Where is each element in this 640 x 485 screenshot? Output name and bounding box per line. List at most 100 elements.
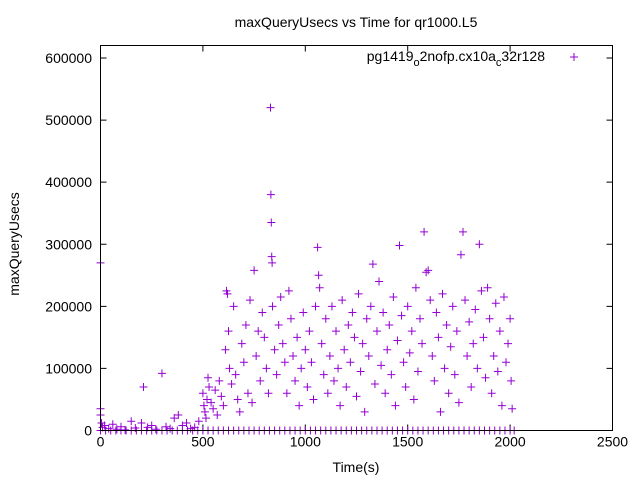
data-point [321,314,330,323]
data-point [502,358,511,367]
data-point [375,277,384,286]
data-point [209,404,218,413]
y-tick-label: 300000 [45,236,92,252]
x-tick-label: 1000 [290,434,321,450]
data-point [479,333,488,342]
data-point [223,289,232,298]
data-point [389,293,398,302]
data-point [284,286,293,295]
y-tick-label: 0 [84,423,92,439]
data-point [262,364,271,373]
data-point [268,258,277,267]
y-tick-label: 600000 [45,50,92,66]
data-point [422,268,431,277]
x-tick-label: 2500 [597,434,628,450]
data-point [391,401,400,410]
data-point [307,358,316,367]
axis-ticks: 0 500 1000 1500 2000 2500 0 100000 200000 300000 4… [45,45,628,450]
data-point [301,345,310,354]
data-point [395,241,404,250]
data-point [334,364,343,373]
data-point [237,339,246,348]
data-point [248,398,257,407]
data-point [344,320,353,329]
data-point [446,342,455,351]
data-point [364,352,373,360]
data-point [362,314,371,323]
data-point [477,286,486,295]
x-axis-label: Time(s) [333,459,380,475]
legend-label: pg1419o2nofp.cx10ac32r128 [367,48,545,69]
data-point [108,420,117,429]
data-point [205,383,214,392]
data-point [199,401,208,410]
data-point [215,376,224,385]
legend-label-subscript: o [413,57,419,69]
data-point [454,398,463,407]
data-point [268,302,277,311]
data-point [372,327,381,336]
data-point [266,103,275,112]
data-point [397,311,406,320]
data-point [411,283,420,292]
data-point [475,240,484,249]
data-point [289,352,298,360]
data-point [471,305,480,314]
data-point [315,283,324,292]
data-point [354,289,363,298]
data-point [469,339,478,348]
data-point [323,389,332,398]
y-axis-label: maxQueryUsecs [6,192,22,295]
data-point [507,376,516,385]
data-point [432,308,441,317]
data-points [96,103,519,435]
data-point [338,296,347,305]
data-point [418,339,427,348]
data-point [424,266,433,275]
data-point [256,376,265,385]
data-point [381,389,390,398]
data-point [264,389,273,398]
data-point [207,398,216,407]
data-point [426,296,435,305]
data-point [467,383,476,392]
chart-title: maxQueryUsecs vs Time for qr1000.L5 [235,14,478,30]
data-point [219,401,228,410]
data-point [348,308,357,317]
data-point [194,417,203,426]
data-point [409,395,418,404]
data-point [227,379,236,388]
data-point [314,271,323,280]
data-point [487,389,496,398]
data-point [473,364,482,373]
data-point [420,227,429,236]
data-point [438,289,447,298]
data-point [303,383,312,392]
data-point [241,320,250,329]
data-point [465,317,474,326]
legend: pg1419o2nofp.cx10ac32r128 [367,48,578,69]
data-point [428,352,437,360]
data-point [495,327,504,336]
data-point [368,260,377,269]
data-point [258,308,267,317]
data-point [297,364,306,373]
data-point [456,250,465,259]
data-point [211,386,220,395]
data-point [319,370,328,379]
data-point [332,327,341,336]
data-point [121,425,130,434]
data-point [270,345,279,354]
data-point [201,414,210,423]
data-point [137,419,146,428]
data-point [127,417,136,426]
plot-border [100,45,613,431]
data-point [139,383,148,392]
data-point [224,327,233,336]
legend-marker [570,53,578,61]
data-point [286,314,295,323]
data-point [448,302,457,311]
data-point [350,333,359,342]
legend-label-part: pg1419 [367,48,414,64]
data-point [506,314,515,323]
